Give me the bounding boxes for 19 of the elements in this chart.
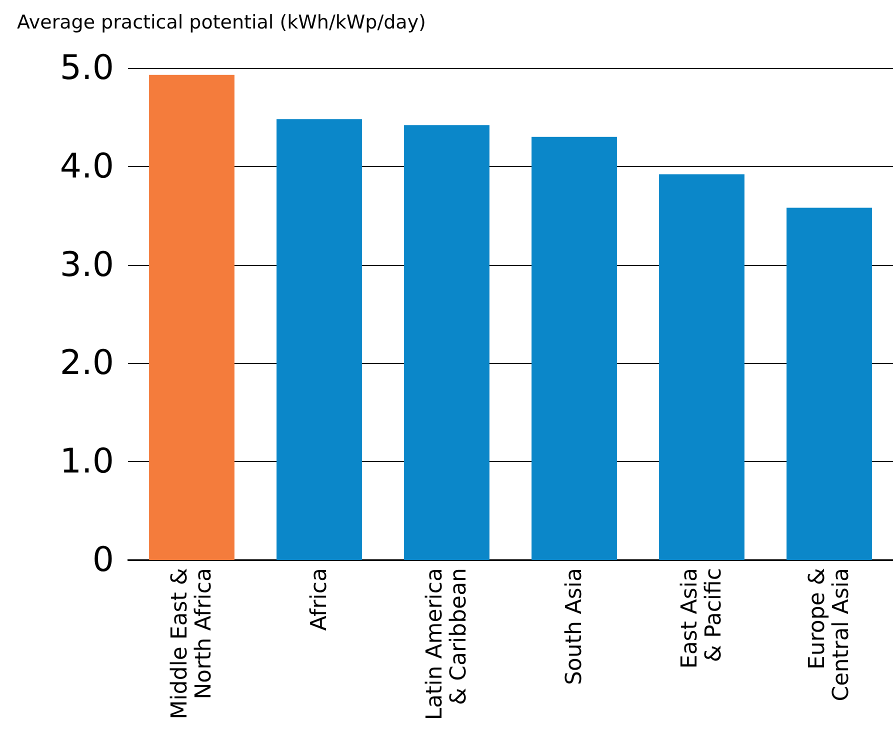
x-tick-label: East Asia & Pacific (677, 568, 726, 669)
bar (659, 174, 744, 560)
y-tick-label: 2.0 (60, 343, 114, 384)
x-tick-label: Latin America & Caribbean (422, 568, 472, 720)
bar (404, 125, 490, 560)
bar (149, 74, 234, 560)
x-tick-label: Africa (306, 568, 332, 631)
y-tick-label: 5.0 (60, 48, 114, 88)
x-tick-label: South Asia (562, 568, 587, 686)
x-tick-label: Middle East & North Africa (167, 568, 216, 720)
bar (276, 119, 362, 560)
y-tick-label: 1.0 (60, 442, 114, 482)
chart-title: Average practical potential (kWh/kWp/day) (17, 12, 426, 34)
x-tick-label: Europe & Central Asia (804, 568, 854, 702)
y-tick-label: 3.0 (60, 244, 114, 285)
y-tick-label: 0 (92, 540, 114, 580)
bar (532, 136, 617, 560)
y-tick-label: 4.0 (60, 146, 114, 186)
bar (786, 208, 872, 560)
